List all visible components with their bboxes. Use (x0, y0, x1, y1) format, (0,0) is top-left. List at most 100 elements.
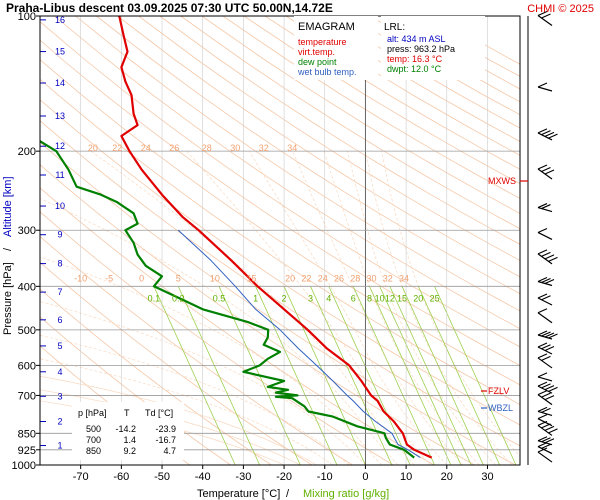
dry-adiabat-label: 34 (287, 143, 297, 153)
wind-barb-feather (544, 425, 555, 431)
wind-barb-staff (537, 410, 553, 416)
wind-barb-feather (548, 333, 558, 339)
dry-adiabat-line (40, 21, 520, 348)
lrl-dewpoint: dwpt: 12.0 °C (387, 64, 442, 74)
wind-barb (537, 414, 553, 427)
dry-adiabat-label: 34 (399, 273, 409, 283)
x-tick-label: -60 (113, 471, 129, 483)
mixing-ratio-label: 20 (413, 293, 423, 303)
wind-barb-staff (537, 206, 553, 213)
wind-barb-staff (537, 446, 553, 455)
wind-barb-feather (537, 203, 548, 209)
altitude-tick-label: 4 (57, 367, 62, 377)
dry-adiabat-label: 26 (169, 143, 179, 153)
table-row-700-t: 1.4 (123, 435, 136, 445)
wind-barb-feather (541, 392, 551, 398)
dry-adiabat-label: -10 (74, 273, 87, 283)
mixing-ratio-line (389, 286, 472, 465)
wbzl-marker: WBZL (488, 403, 513, 413)
y-tick-label: 600 (18, 360, 36, 372)
lrl-temp: temp: 16.3 °C (387, 54, 443, 64)
table-row-500-p: 500 (86, 424, 101, 434)
wind-barb (537, 308, 553, 324)
dry-adiabat-line (75, 16, 520, 312)
wind-barb (537, 82, 553, 92)
dry-adiabat-label: 0 (139, 273, 144, 283)
dry-adiabat-label: 26 (334, 273, 344, 283)
wind-barb (537, 353, 553, 369)
table-row-700-td: -16.7 (155, 435, 176, 445)
mixing-ratio-line (434, 286, 517, 465)
wind-barb-feather (541, 344, 551, 350)
mixing-ratio-line (328, 286, 411, 465)
dry-adiabat-line (96, 16, 520, 295)
table-row-850-td: 4.7 (163, 446, 176, 456)
x-tick-label: 20 (441, 471, 453, 483)
fzlv-marker: FZLV (488, 386, 509, 396)
altitude-tick-label: 10 (55, 201, 65, 211)
dry-adiabat-label: 24 (318, 273, 328, 283)
y-tick-label: 500 (18, 325, 36, 337)
wind-barb-feather (544, 332, 555, 338)
wind-barb-staff (537, 376, 553, 382)
altitude-tick-label: 11 (55, 170, 64, 180)
dry-adiabat-label: 32 (383, 273, 393, 283)
moist-adiabat-line (323, 151, 480, 465)
legend-wet-bulb: wet bulb temp. (297, 67, 357, 77)
mixing-ratio-line (255, 286, 338, 465)
altitude-tick-label: 6 (57, 315, 62, 325)
moist-adiabat-line (40, 256, 382, 465)
legend-virt-temp: virt.temp. (298, 47, 335, 57)
mixing-ratio-label: 2 (282, 293, 287, 303)
mixing-ratio-line (352, 286, 435, 465)
lrl-pressure: press: 963.2 hPa (387, 44, 455, 54)
mixing-ratio-label: 10 (375, 293, 385, 303)
dry-adiabat-line (180, 16, 520, 230)
wind-barb-feather (537, 414, 548, 420)
mixing-ratio-label: 0.5 (213, 293, 226, 303)
mixing-ratio-label: 4 (326, 293, 331, 303)
dry-adiabat-line (40, 164, 475, 465)
dry-adiabat-line (40, 39, 520, 367)
wind-barb-feather (541, 251, 551, 257)
altitude-tick-label: 3 (57, 391, 62, 401)
wind-barb-feather (537, 277, 548, 283)
y-tick-label: 100 (18, 11, 36, 23)
wind-barb (537, 164, 555, 180)
wind-barb-staff (537, 357, 553, 369)
dry-adiabat-line (40, 187, 435, 465)
altitude-tick-label: 5 (57, 341, 62, 351)
dry-adiabat-line (40, 59, 520, 386)
wind-barb (537, 293, 553, 306)
mixing-ratio-label: 8 (367, 293, 372, 303)
wind-barb-feather (541, 204, 551, 210)
altitude-tick-label: 12 (55, 141, 65, 151)
x-axis-label-sep: / (286, 488, 290, 500)
wind-barb-staff (537, 418, 553, 427)
y-axis-label-2: Altitude [km] (2, 176, 14, 237)
x-tick-label: 10 (400, 471, 412, 483)
x-axis-label: Temperature [°C] (197, 488, 280, 500)
wind-barb-feather (537, 330, 548, 336)
mixing-ratio-label: 12 (385, 293, 395, 303)
y-axis-label: Pressure [hPa] (2, 262, 14, 335)
wind-barb (537, 249, 558, 265)
altitude-tick-label: 14 (55, 78, 65, 88)
wind-barb (537, 227, 553, 240)
lrl-title: LRL: (384, 22, 405, 33)
dry-adiabat-line (40, 261, 313, 465)
wind-barb (537, 390, 555, 406)
mixing-ratio-line (177, 286, 261, 465)
y-tick-label: 400 (18, 281, 36, 293)
wind-barb-feather (541, 13, 551, 19)
dewpoint-profile (40, 140, 415, 459)
wind-barb (537, 128, 558, 141)
wind-barb-feather (537, 227, 548, 233)
dry-adiabat-label: 10 (210, 273, 220, 283)
wind-barb-feather (548, 428, 558, 434)
wind-barb-feather (541, 295, 551, 301)
table-header-t: T (124, 408, 130, 418)
dry-adiabat-line (222, 16, 520, 199)
wind-barb (537, 330, 558, 340)
table-row-500-t: -14.2 (115, 424, 136, 434)
